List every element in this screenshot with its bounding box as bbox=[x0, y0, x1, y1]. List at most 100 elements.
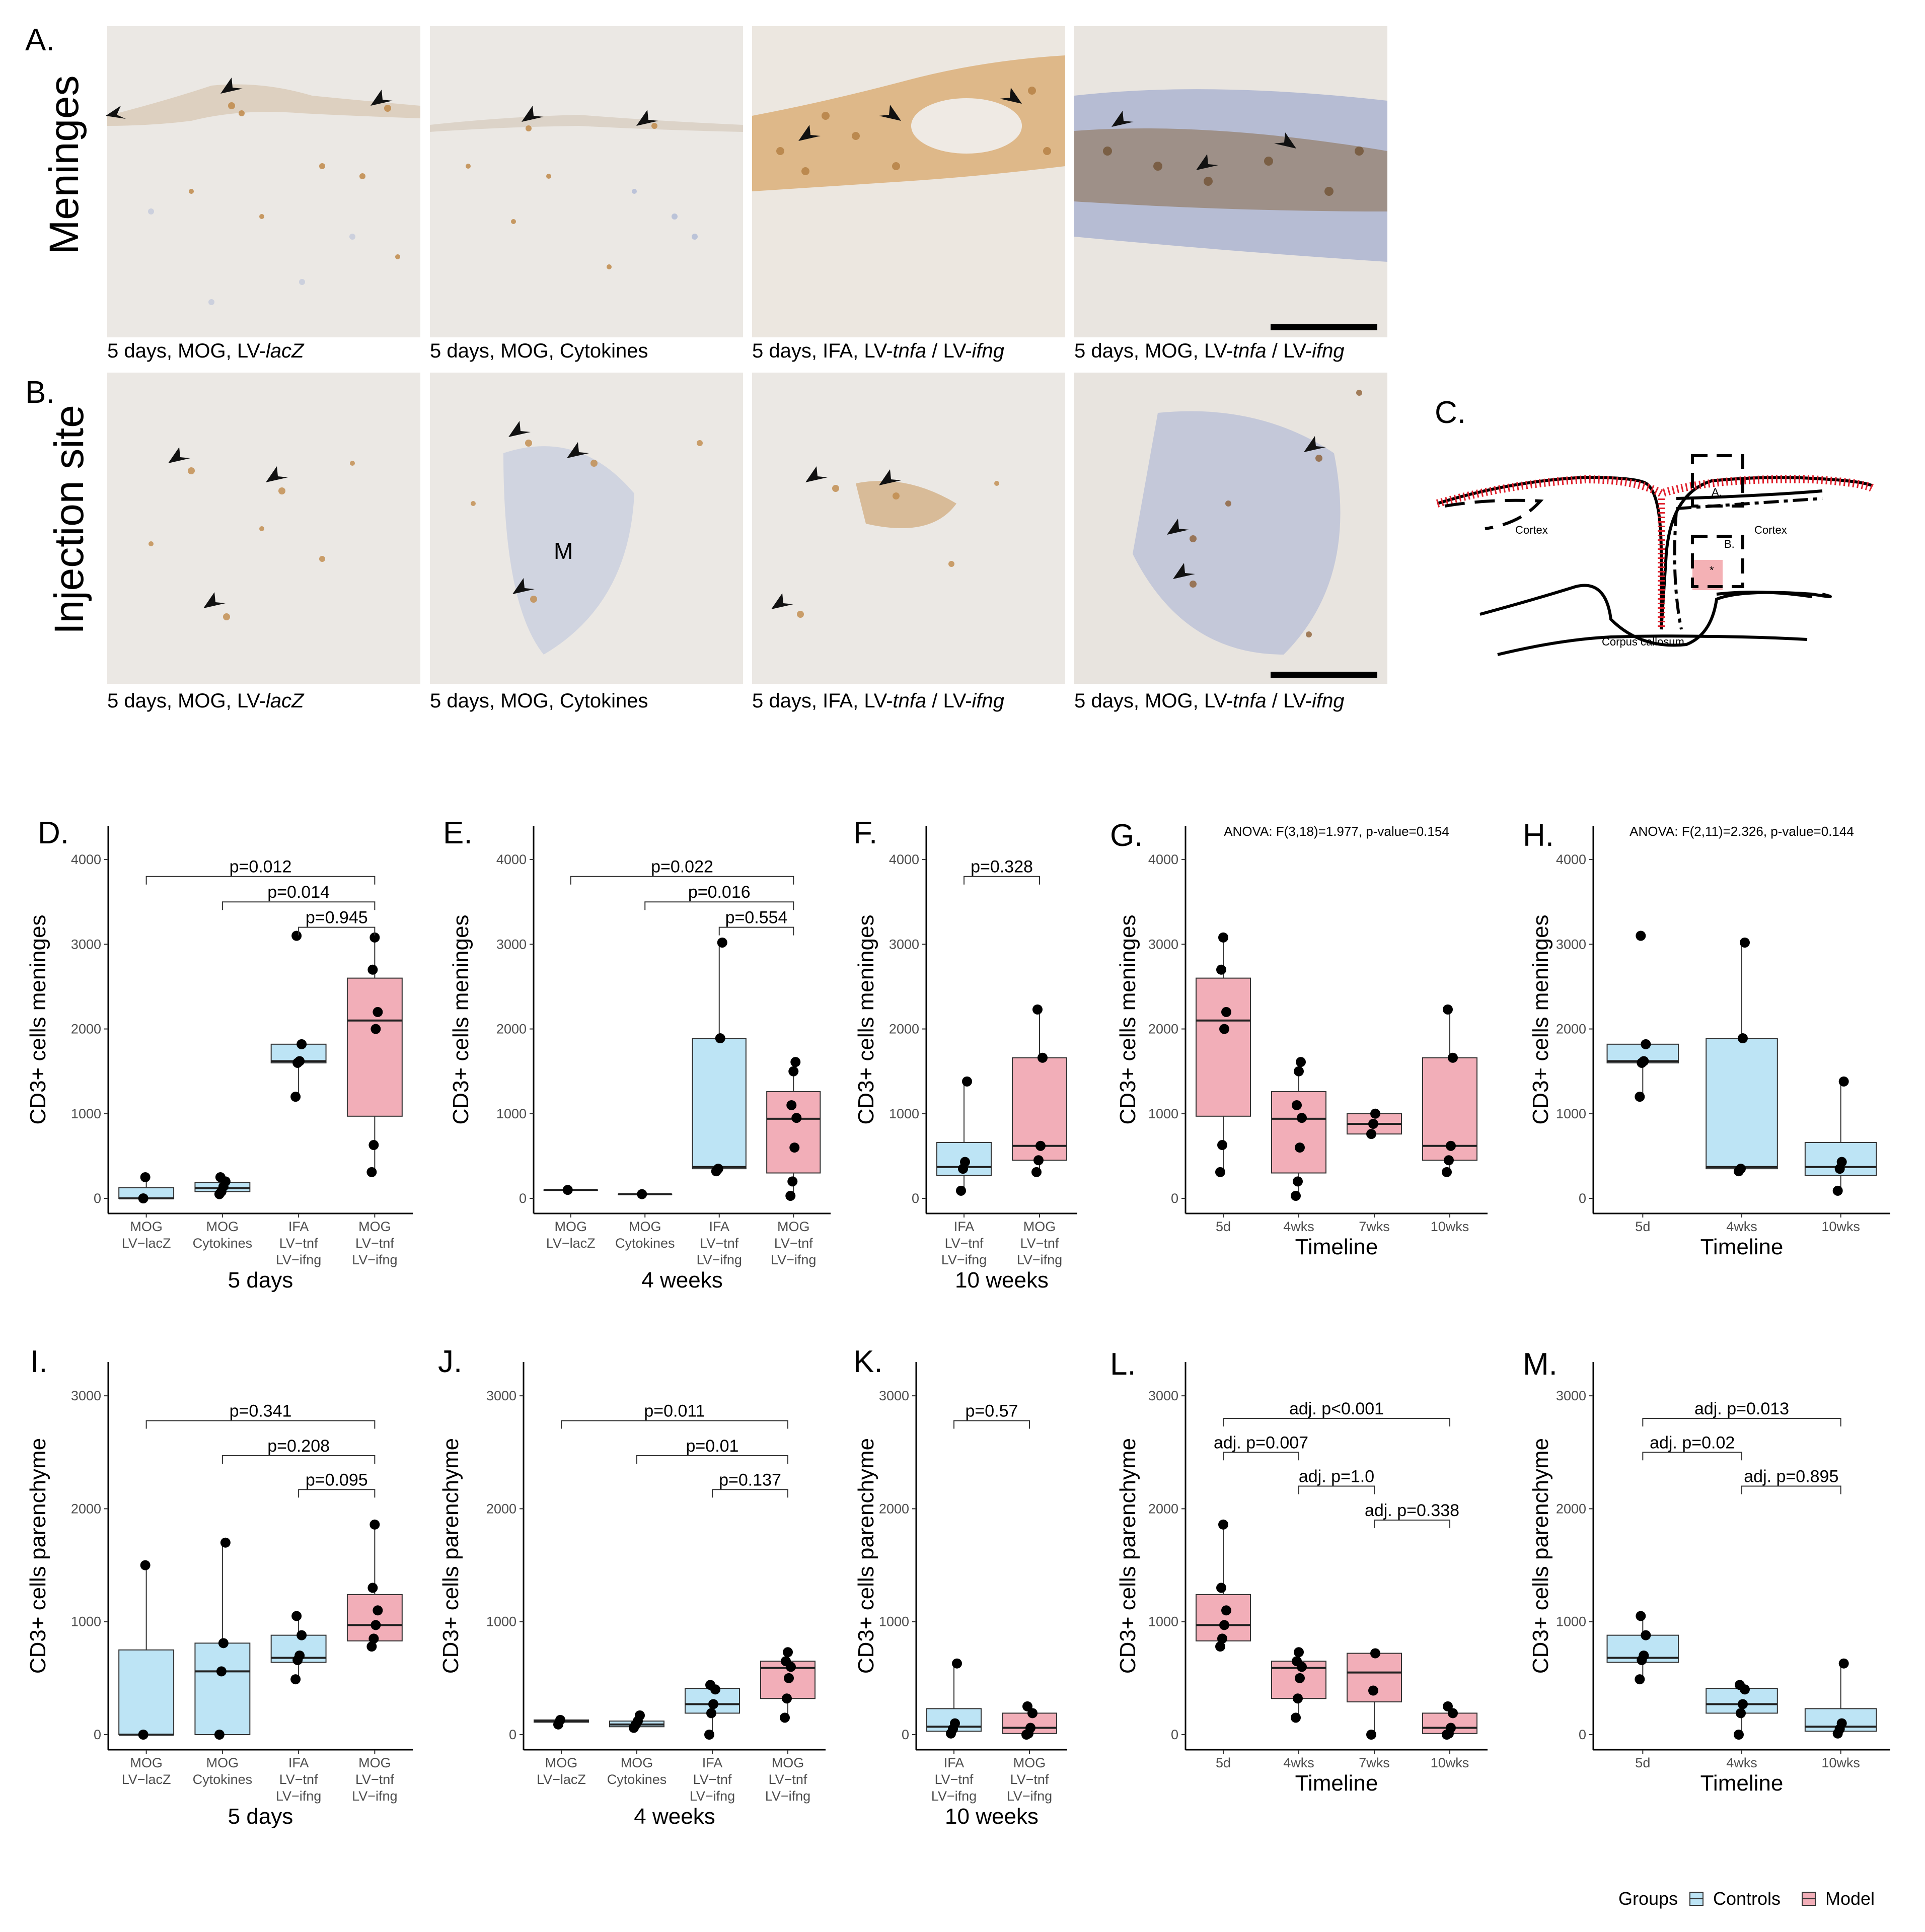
data-point bbox=[562, 1185, 573, 1195]
x-axis-title: 10 weeks bbox=[955, 1268, 1049, 1293]
data-point bbox=[791, 1113, 802, 1123]
box-J-1 bbox=[609, 1710, 664, 1733]
panel-label-D: D. bbox=[38, 816, 69, 850]
x-tick-label: LV−ifng bbox=[352, 1252, 397, 1267]
micrograph-caption: 5 days, MOG, Cytokines bbox=[430, 690, 648, 712]
x-tick-label: LV−tnf bbox=[700, 1236, 738, 1251]
significance-bracket bbox=[1223, 1452, 1299, 1461]
chart-F: F. 0 1000 2000 3000 4000 CD3+ cells meninges IF… bbox=[853, 816, 1077, 1293]
box-L-2 bbox=[1347, 1648, 1402, 1740]
x-axis-title: 4 weeks bbox=[634, 1804, 715, 1829]
data-point bbox=[637, 1189, 647, 1199]
data-point bbox=[1216, 1583, 1226, 1593]
micrograph-caption: 5 days, MOG, LV-tnfa / LV-ifng bbox=[1074, 340, 1345, 362]
anova-annotation: ANOVA: F(3,18)=1.977, p-value=0.154 bbox=[1224, 824, 1449, 839]
x-axis-title: Timeline bbox=[1700, 1771, 1784, 1796]
p-value-label: p=0.328 bbox=[971, 857, 1033, 877]
data-point bbox=[1738, 1699, 1748, 1709]
y-tick-label: 1000 bbox=[71, 1614, 101, 1629]
p-value-label: p=0.016 bbox=[688, 883, 751, 902]
x-tick-label: LV−ifng bbox=[276, 1252, 321, 1267]
micrograph-B4 bbox=[1074, 373, 1387, 684]
data-point bbox=[1217, 1633, 1227, 1644]
box-I-1 bbox=[194, 1537, 251, 1740]
x-tick-label: LV−ifng bbox=[771, 1252, 816, 1267]
p-value-label: p=0.137 bbox=[719, 1470, 781, 1489]
data-point bbox=[1736, 1164, 1746, 1174]
significance-bracket bbox=[145, 876, 376, 885]
micrograph-B1 bbox=[107, 373, 420, 684]
box-body bbox=[346, 977, 403, 1117]
data-point bbox=[1639, 1056, 1649, 1066]
panel-label-F: F. bbox=[853, 816, 877, 850]
box-D-3 bbox=[346, 932, 403, 1177]
data-point bbox=[1217, 1140, 1227, 1151]
x-tick-label: LV−ifng bbox=[697, 1252, 742, 1267]
box-H-0 bbox=[1606, 931, 1679, 1102]
significance-bracket bbox=[298, 926, 376, 936]
x-tick-label: 5d bbox=[1216, 1755, 1231, 1770]
data-point bbox=[1635, 1092, 1645, 1102]
x-tick-label: 5d bbox=[1635, 1755, 1650, 1770]
micrograph-caption: 5 days, IFA, LV-tnfa / LV-ifng bbox=[752, 340, 1004, 362]
y-tick-label: 2000 bbox=[71, 1501, 101, 1516]
x-tick-label: 4wks bbox=[1283, 1219, 1314, 1234]
y-tick-label: 2000 bbox=[1148, 1022, 1178, 1037]
data-point bbox=[140, 1172, 151, 1182]
box-M-2 bbox=[1804, 1658, 1877, 1739]
x-tick-label: LV−ifng bbox=[1017, 1252, 1062, 1267]
x-tick-label: MOG bbox=[629, 1219, 661, 1234]
x-tick-label: 10wks bbox=[1431, 1755, 1469, 1770]
box-H-2 bbox=[1804, 1076, 1877, 1196]
x-tick-label: LV−ifng bbox=[276, 1788, 321, 1804]
x-tick-label: MOG bbox=[545, 1755, 578, 1770]
significance-bracket bbox=[1298, 1485, 1375, 1494]
x-tick-label: LV−lacZ bbox=[537, 1772, 586, 1787]
p-value-label: p=0.01 bbox=[686, 1437, 739, 1456]
data-point bbox=[1294, 1647, 1304, 1658]
x-tick-label: Cytokines bbox=[193, 1236, 253, 1251]
data-point bbox=[962, 1076, 972, 1087]
data-point bbox=[1218, 932, 1228, 943]
box-D-0 bbox=[118, 1172, 175, 1203]
box-L-3 bbox=[1422, 1701, 1477, 1740]
panel-label-H: H. bbox=[1523, 818, 1554, 853]
box-body bbox=[1706, 1038, 1778, 1170]
panel-label-A: A. bbox=[25, 23, 55, 57]
data-point bbox=[784, 1673, 794, 1683]
x-axis-title: 10 weeks bbox=[945, 1804, 1039, 1829]
box-body bbox=[194, 1642, 251, 1736]
panel-label-M: M. bbox=[1523, 1347, 1558, 1382]
data-point bbox=[1031, 1167, 1042, 1177]
legend-item-model: Model bbox=[1825, 1888, 1875, 1909]
chart-D: D. 0 1000 2000 3000 4000 CD3+ cells meninges MO… bbox=[26, 816, 413, 1293]
chart-H: H. 0 1000 2000 3000 4000 CD3+ cells meninges 5d… bbox=[1523, 818, 1890, 1259]
data-point bbox=[1836, 1157, 1847, 1167]
data-point bbox=[1832, 1185, 1843, 1196]
y-tick-label: 3000 bbox=[879, 1388, 909, 1403]
x-axis-title: 5 days bbox=[228, 1268, 293, 1293]
diagram-injection-star: * bbox=[1710, 564, 1714, 577]
x-tick-label: 5d bbox=[1635, 1219, 1650, 1234]
x-tick-label: IFA bbox=[288, 1219, 309, 1234]
y-tick-label: 3000 bbox=[889, 937, 919, 952]
significance-bracket bbox=[298, 1489, 376, 1498]
data-point bbox=[1216, 964, 1226, 975]
y-tick-label: 3000 bbox=[1148, 937, 1178, 952]
p-value-label: p=0.022 bbox=[651, 857, 713, 877]
y-tick-label: 3000 bbox=[496, 937, 527, 952]
data-point bbox=[715, 1033, 725, 1044]
x-tick-label: IFA bbox=[944, 1755, 965, 1770]
data-point bbox=[216, 1666, 227, 1677]
y-tick-label: 1000 bbox=[486, 1614, 516, 1629]
data-point bbox=[366, 1641, 377, 1652]
y-axis-title: CD3+ cells parenchyme bbox=[1528, 1438, 1553, 1674]
data-point bbox=[1738, 1033, 1748, 1044]
data-point bbox=[1740, 937, 1750, 948]
data-point bbox=[1636, 931, 1646, 941]
row-label-meninges: Meninges bbox=[41, 75, 87, 254]
data-point bbox=[956, 1185, 966, 1196]
box-body bbox=[1196, 1594, 1251, 1641]
x-tick-label: LV−ifng bbox=[1007, 1788, 1052, 1804]
x-tick-label: LV−tnf bbox=[935, 1772, 974, 1787]
